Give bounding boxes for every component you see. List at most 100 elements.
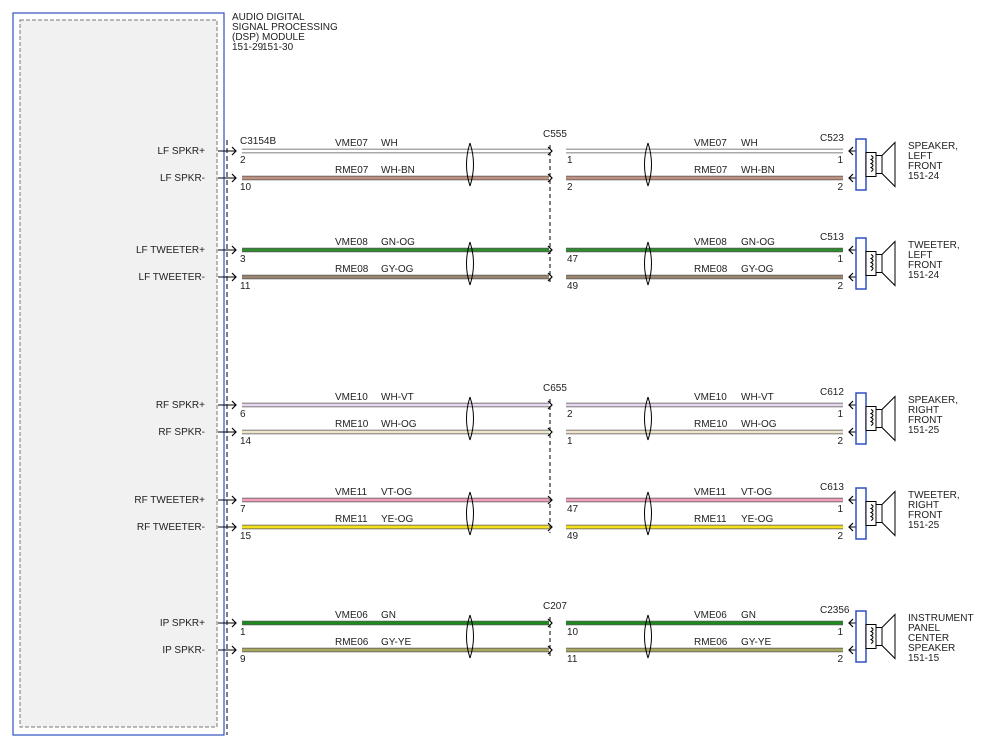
- device-label: TWEETER,: [908, 240, 960, 251]
- module-pin: 11: [240, 281, 251, 292]
- color-left: WH-BN: [381, 165, 415, 176]
- speaker-cone: [881, 490, 896, 537]
- color-right: WH: [741, 138, 758, 149]
- coil-winding: [869, 627, 874, 644]
- module-inner-box: [19, 19, 218, 728]
- color-left: GN-OG: [381, 237, 415, 248]
- terminal-arrow: [547, 495, 553, 505]
- module-pin: 10: [240, 182, 252, 193]
- twist-mark: [466, 142, 474, 187]
- device-label: FRONT: [908, 510, 942, 521]
- terminal-arrow: [547, 173, 553, 183]
- device-label: 151-25: [908, 425, 940, 436]
- twist-mark: [466, 614, 474, 659]
- speaker-coil: [865, 624, 877, 649]
- terminal-arrow: [547, 427, 553, 437]
- color-left: VT-OG: [381, 487, 412, 498]
- color-right: WH-VT: [741, 392, 774, 403]
- circuit-right: VME08: [694, 237, 727, 248]
- device-connector: C523: [820, 133, 844, 144]
- color-right: WH-OG: [741, 419, 777, 430]
- color-right: GN-OG: [741, 237, 775, 248]
- terminal-arrow: [231, 272, 237, 282]
- module-pin: 7: [240, 504, 246, 515]
- inline-connector: C207: [543, 601, 567, 612]
- terminal-arrow: [231, 245, 237, 255]
- inline-pin: 47: [567, 504, 579, 515]
- device-connector-body: [855, 392, 867, 445]
- circuit-left: RME07: [335, 165, 369, 176]
- color-right: GN: [741, 610, 756, 621]
- coil-winding: [869, 155, 874, 172]
- terminal-arrow: [231, 495, 237, 505]
- device-pin: 2: [837, 436, 843, 447]
- device-label: RIGHT: [908, 405, 939, 416]
- circuit-left: RME10: [335, 419, 369, 430]
- device-label: SPEAKER,: [908, 141, 958, 152]
- circuit-left: RME08: [335, 264, 369, 275]
- speaker-magnet: [875, 155, 883, 174]
- device-label: LEFT: [908, 250, 932, 261]
- device-label: LEFT: [908, 151, 932, 162]
- device-label: SPEAKER: [908, 643, 955, 654]
- signal-label: LF SPKR+: [157, 146, 205, 157]
- twist-mark: [644, 241, 652, 286]
- inline-pin: 1: [567, 155, 573, 166]
- terminal-arrow: [231, 427, 237, 437]
- device-pin: 2: [837, 182, 843, 193]
- circuit-left: RME11: [335, 514, 368, 525]
- color-left: WH: [381, 138, 398, 149]
- circuit-left: VME06: [335, 610, 368, 621]
- device-connector-body: [855, 610, 867, 663]
- color-left: YE-OG: [381, 514, 413, 525]
- inline-pin: 10: [567, 627, 579, 638]
- terminal-arrow: [231, 522, 237, 532]
- terminal-arrow: [231, 645, 237, 655]
- terminal-arrow: [547, 618, 553, 628]
- device-connector: C613: [820, 482, 844, 493]
- circuit-right: RME10: [694, 419, 728, 430]
- device-connector: C2356: [820, 605, 850, 616]
- signal-label: RF SPKR-: [158, 427, 205, 438]
- device-label: SPEAKER,: [908, 395, 958, 406]
- circuit-left: RME06: [335, 637, 369, 648]
- device-connector: C513: [820, 232, 844, 243]
- device-label: INSTRUMENT: [908, 613, 974, 624]
- module-pin: 3: [240, 254, 246, 265]
- twist-mark: [644, 491, 652, 536]
- device-connector: C612: [820, 387, 844, 398]
- device-label: CENTER: [908, 633, 949, 644]
- device-pin: 1: [837, 504, 843, 515]
- device-pin: 2: [837, 531, 843, 542]
- speaker-magnet: [875, 504, 883, 523]
- twist-mark: [644, 396, 652, 441]
- terminal-arrow: [231, 173, 237, 183]
- color-right: GY-OG: [741, 264, 774, 275]
- device-pin: 1: [837, 254, 843, 265]
- signal-label: RF TWEETER-: [137, 522, 205, 533]
- speaker-coil: [865, 251, 877, 276]
- twist-mark: [466, 396, 474, 441]
- inline-pin: 1: [567, 436, 573, 447]
- speaker-coil: [865, 501, 877, 526]
- speaker-magnet: [875, 409, 883, 428]
- terminal-arrow: [547, 645, 553, 655]
- speaker-magnet: [875, 627, 883, 646]
- terminal-arrow: [547, 272, 553, 282]
- circuit-left: VME10: [335, 392, 368, 403]
- device-label: PANEL: [908, 623, 940, 634]
- device-label: TWEETER,: [908, 490, 960, 501]
- speaker-magnet: [875, 254, 883, 273]
- terminal-arrow: [231, 400, 237, 410]
- device-pin: 2: [837, 281, 843, 292]
- module-pin: 1: [240, 627, 246, 638]
- device-label: RIGHT: [908, 500, 939, 511]
- circuit-right: RME06: [694, 637, 728, 648]
- inline-pin: 11: [567, 654, 578, 665]
- color-left: WH-VT: [381, 392, 414, 403]
- device-label: FRONT: [908, 415, 942, 426]
- inline-connector: C655: [543, 383, 567, 394]
- device-label: FRONT: [908, 161, 942, 172]
- color-left: WH-OG: [381, 419, 417, 430]
